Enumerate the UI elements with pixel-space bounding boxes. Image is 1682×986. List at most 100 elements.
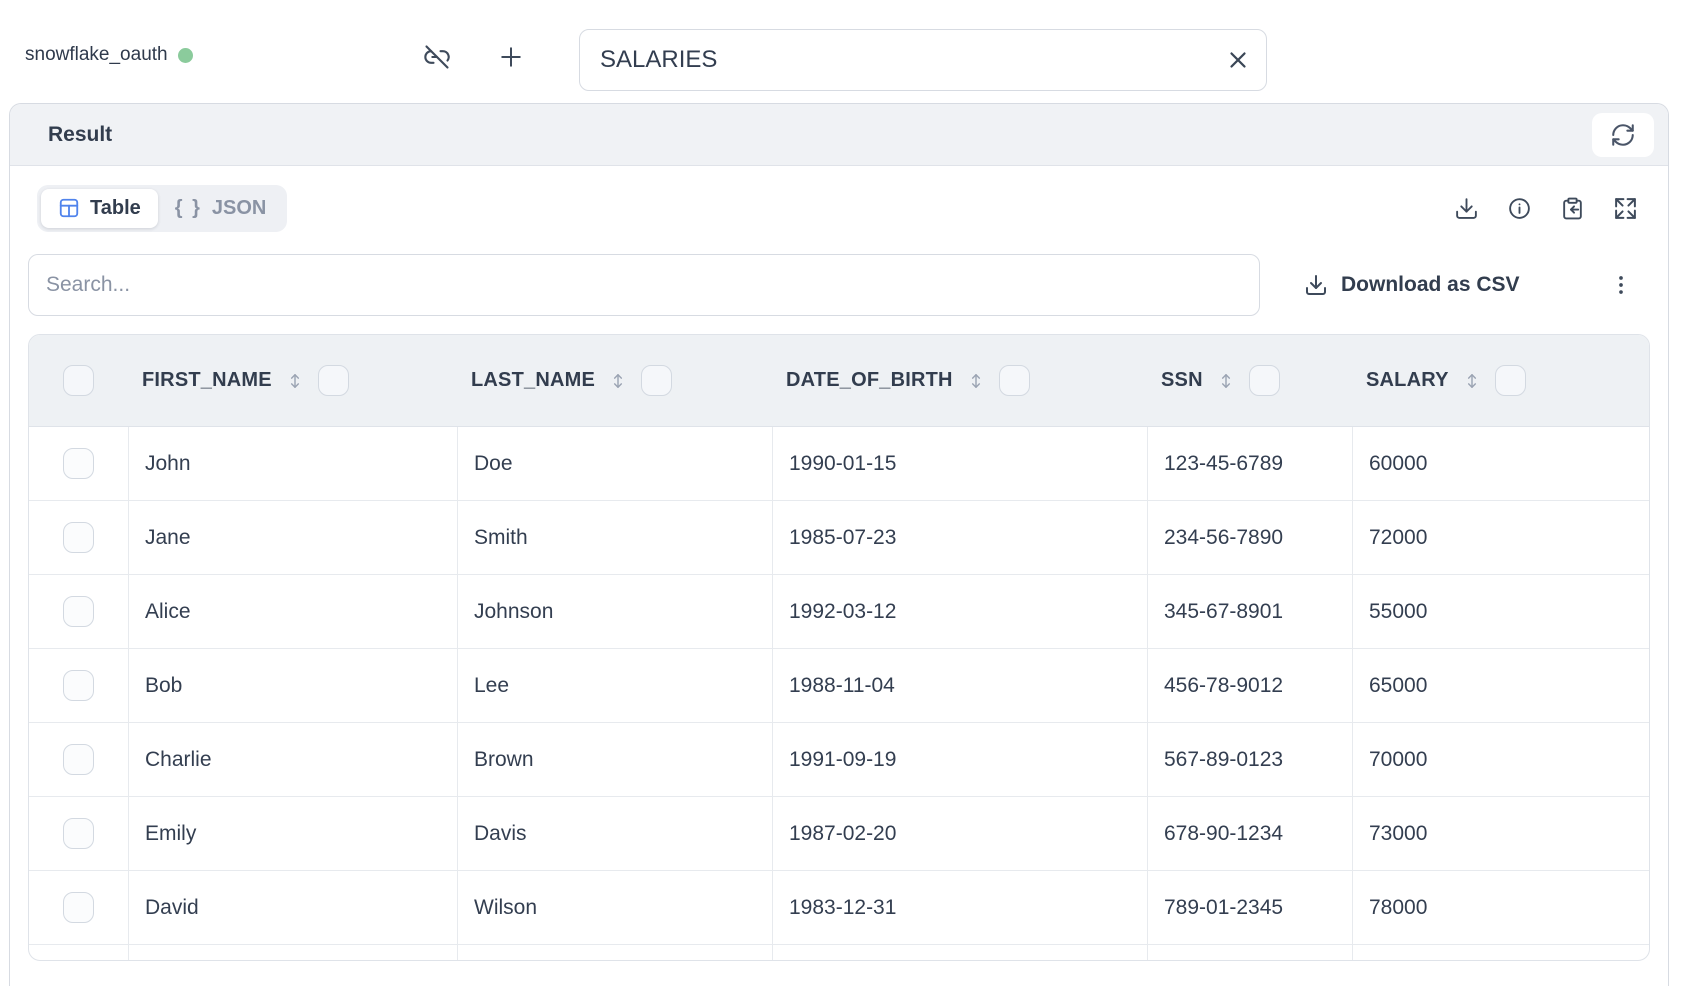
sort-icon[interactable] — [285, 371, 305, 391]
clipboard-arrow-icon — [1560, 196, 1585, 221]
table-row: Bob Lee 1988-11-04 456-78-9012 65000 — [29, 649, 1649, 723]
cell-first-name: Jane — [128, 501, 457, 574]
table-row: Alice Johnson 1992-03-12 345-67-8901 550… — [29, 575, 1649, 649]
result-panel: Result Table — [9, 103, 1669, 986]
result-action-icons — [1453, 195, 1638, 221]
cell-salary: 78000 — [1352, 871, 1649, 944]
kebab-menu-icon — [1608, 272, 1634, 298]
cell-first-name: Charlie — [128, 723, 457, 796]
cell-date-of-birth: 1991-09-19 — [772, 723, 1147, 796]
column-header-salary[interactable]: SALARY — [1352, 335, 1649, 426]
column-checkbox[interactable] — [998, 365, 1030, 396]
search-field — [28, 254, 1260, 316]
table-row: Jane Smith 1985-07-23 234-56-7890 72000 — [29, 501, 1649, 575]
table-name-input[interactable] — [580, 46, 1216, 74]
info-button[interactable] — [1506, 195, 1532, 221]
cell-first-name: Emily — [128, 797, 457, 870]
info-icon — [1507, 196, 1532, 221]
table-row: David Wilson 1983-12-31 789-01-2345 7800… — [29, 871, 1649, 945]
curly-braces-icon: { } — [174, 196, 202, 219]
connection-name: snowflake_oauth — [25, 44, 168, 65]
tab-table[interactable]: Table — [41, 188, 158, 228]
row-checkbox[interactable] — [63, 522, 94, 553]
row-checkbox[interactable] — [63, 448, 94, 479]
cell-salary: 65000 — [1352, 649, 1649, 722]
expand-icon — [1613, 196, 1638, 221]
cell-first-name: David — [128, 871, 457, 944]
cell-ssn: 345-67-8901 — [1147, 575, 1352, 648]
result-header-bar: Result — [10, 104, 1668, 166]
cell-salary: 72000 — [1352, 501, 1649, 574]
tab-json[interactable]: { } JSON — [158, 189, 284, 228]
table-row-partial — [29, 945, 1649, 960]
sort-icon[interactable] — [966, 371, 986, 391]
refresh-button[interactable] — [1592, 112, 1654, 157]
fullscreen-button[interactable] — [1612, 195, 1638, 221]
cell-ssn: 456-78-9012 — [1147, 649, 1352, 722]
column-checkbox[interactable] — [1494, 365, 1526, 396]
cell-date-of-birth: 1987-02-20 — [772, 797, 1147, 870]
top-bar: snowflake_oauth — [0, 0, 1682, 103]
download-icon — [1304, 273, 1328, 297]
connection-info[interactable]: snowflake_oauth — [25, 44, 193, 66]
result-title: Result — [48, 122, 113, 146]
cell-last-name: Johnson — [457, 575, 772, 648]
cell-ssn: 678-90-1234 — [1147, 797, 1352, 870]
disconnect-button[interactable] — [420, 40, 454, 74]
cell-last-name: Lee — [457, 649, 772, 722]
connection-status-dot — [177, 47, 193, 63]
sort-icon[interactable] — [1216, 371, 1236, 391]
table-row: Charlie Brown 1991-09-19 567-89-0123 700… — [29, 723, 1649, 797]
refresh-icon — [1610, 122, 1636, 148]
cell-last-name: Davis — [457, 797, 772, 870]
tab-json-label: JSON — [211, 196, 267, 219]
cell-date-of-birth: 1992-03-12 — [772, 575, 1147, 648]
cell-salary: 70000 — [1352, 723, 1649, 796]
select-all-checkbox[interactable] — [63, 365, 94, 396]
column-checkbox[interactable] — [1248, 365, 1280, 396]
clear-table-name-button[interactable] — [1216, 38, 1260, 82]
plus-icon — [496, 42, 526, 72]
column-header-first-name[interactable]: FIRST_NAME — [128, 335, 457, 426]
column-header-ssn[interactable]: SSN — [1147, 335, 1352, 426]
search-input[interactable] — [29, 273, 1259, 297]
cell-salary: 73000 — [1352, 797, 1649, 870]
table-header-row: FIRST_NAME LAST_NAME DATE_OF_BIRTH — [29, 335, 1649, 427]
tab-table-label: Table — [90, 196, 141, 219]
x-icon — [1225, 47, 1251, 73]
table-body: John Doe 1990-01-15 123-45-6789 60000 Ja… — [29, 427, 1649, 960]
row-checkbox[interactable] — [63, 818, 94, 849]
table-row: Emily Davis 1987-02-20 678-90-1234 73000 — [29, 797, 1649, 871]
column-header-last-name[interactable]: LAST_NAME — [457, 335, 772, 426]
view-tabs: Table { } JSON — [37, 184, 288, 232]
unlink-icon — [423, 43, 451, 71]
column-checkbox[interactable] — [317, 365, 349, 396]
table-grid-icon — [58, 197, 80, 219]
cell-ssn: 789-01-2345 — [1147, 871, 1352, 944]
sort-icon[interactable] — [1462, 371, 1482, 391]
more-options-button[interactable] — [1606, 270, 1636, 300]
copy-to-clipboard-button[interactable] — [1559, 195, 1585, 221]
sort-icon[interactable] — [608, 371, 628, 391]
add-query-button[interactable] — [494, 40, 528, 74]
table-name-field — [579, 29, 1267, 91]
column-header-date-of-birth[interactable]: DATE_OF_BIRTH — [772, 335, 1147, 426]
column-checkbox[interactable] — [641, 365, 673, 396]
cell-ssn: 567-89-0123 — [1147, 723, 1352, 796]
row-checkbox[interactable] — [63, 744, 94, 775]
download-csv-button[interactable]: Download as CSV — [1304, 273, 1520, 297]
cell-salary: 55000 — [1352, 575, 1649, 648]
cell-last-name: Smith — [457, 501, 772, 574]
table-toolbar: Download as CSV — [28, 254, 1650, 316]
cell-date-of-birth: 1983-12-31 — [772, 871, 1147, 944]
row-checkbox[interactable] — [63, 892, 94, 923]
cell-date-of-birth: 1988-11-04 — [772, 649, 1147, 722]
download-icon — [1454, 196, 1479, 221]
cell-ssn: 234-56-7890 — [1147, 501, 1352, 574]
cell-last-name: Wilson — [457, 871, 772, 944]
row-checkbox[interactable] — [63, 596, 94, 627]
row-checkbox[interactable] — [63, 670, 94, 701]
download-result-button[interactable] — [1453, 195, 1479, 221]
cell-salary: 60000 — [1352, 427, 1649, 500]
